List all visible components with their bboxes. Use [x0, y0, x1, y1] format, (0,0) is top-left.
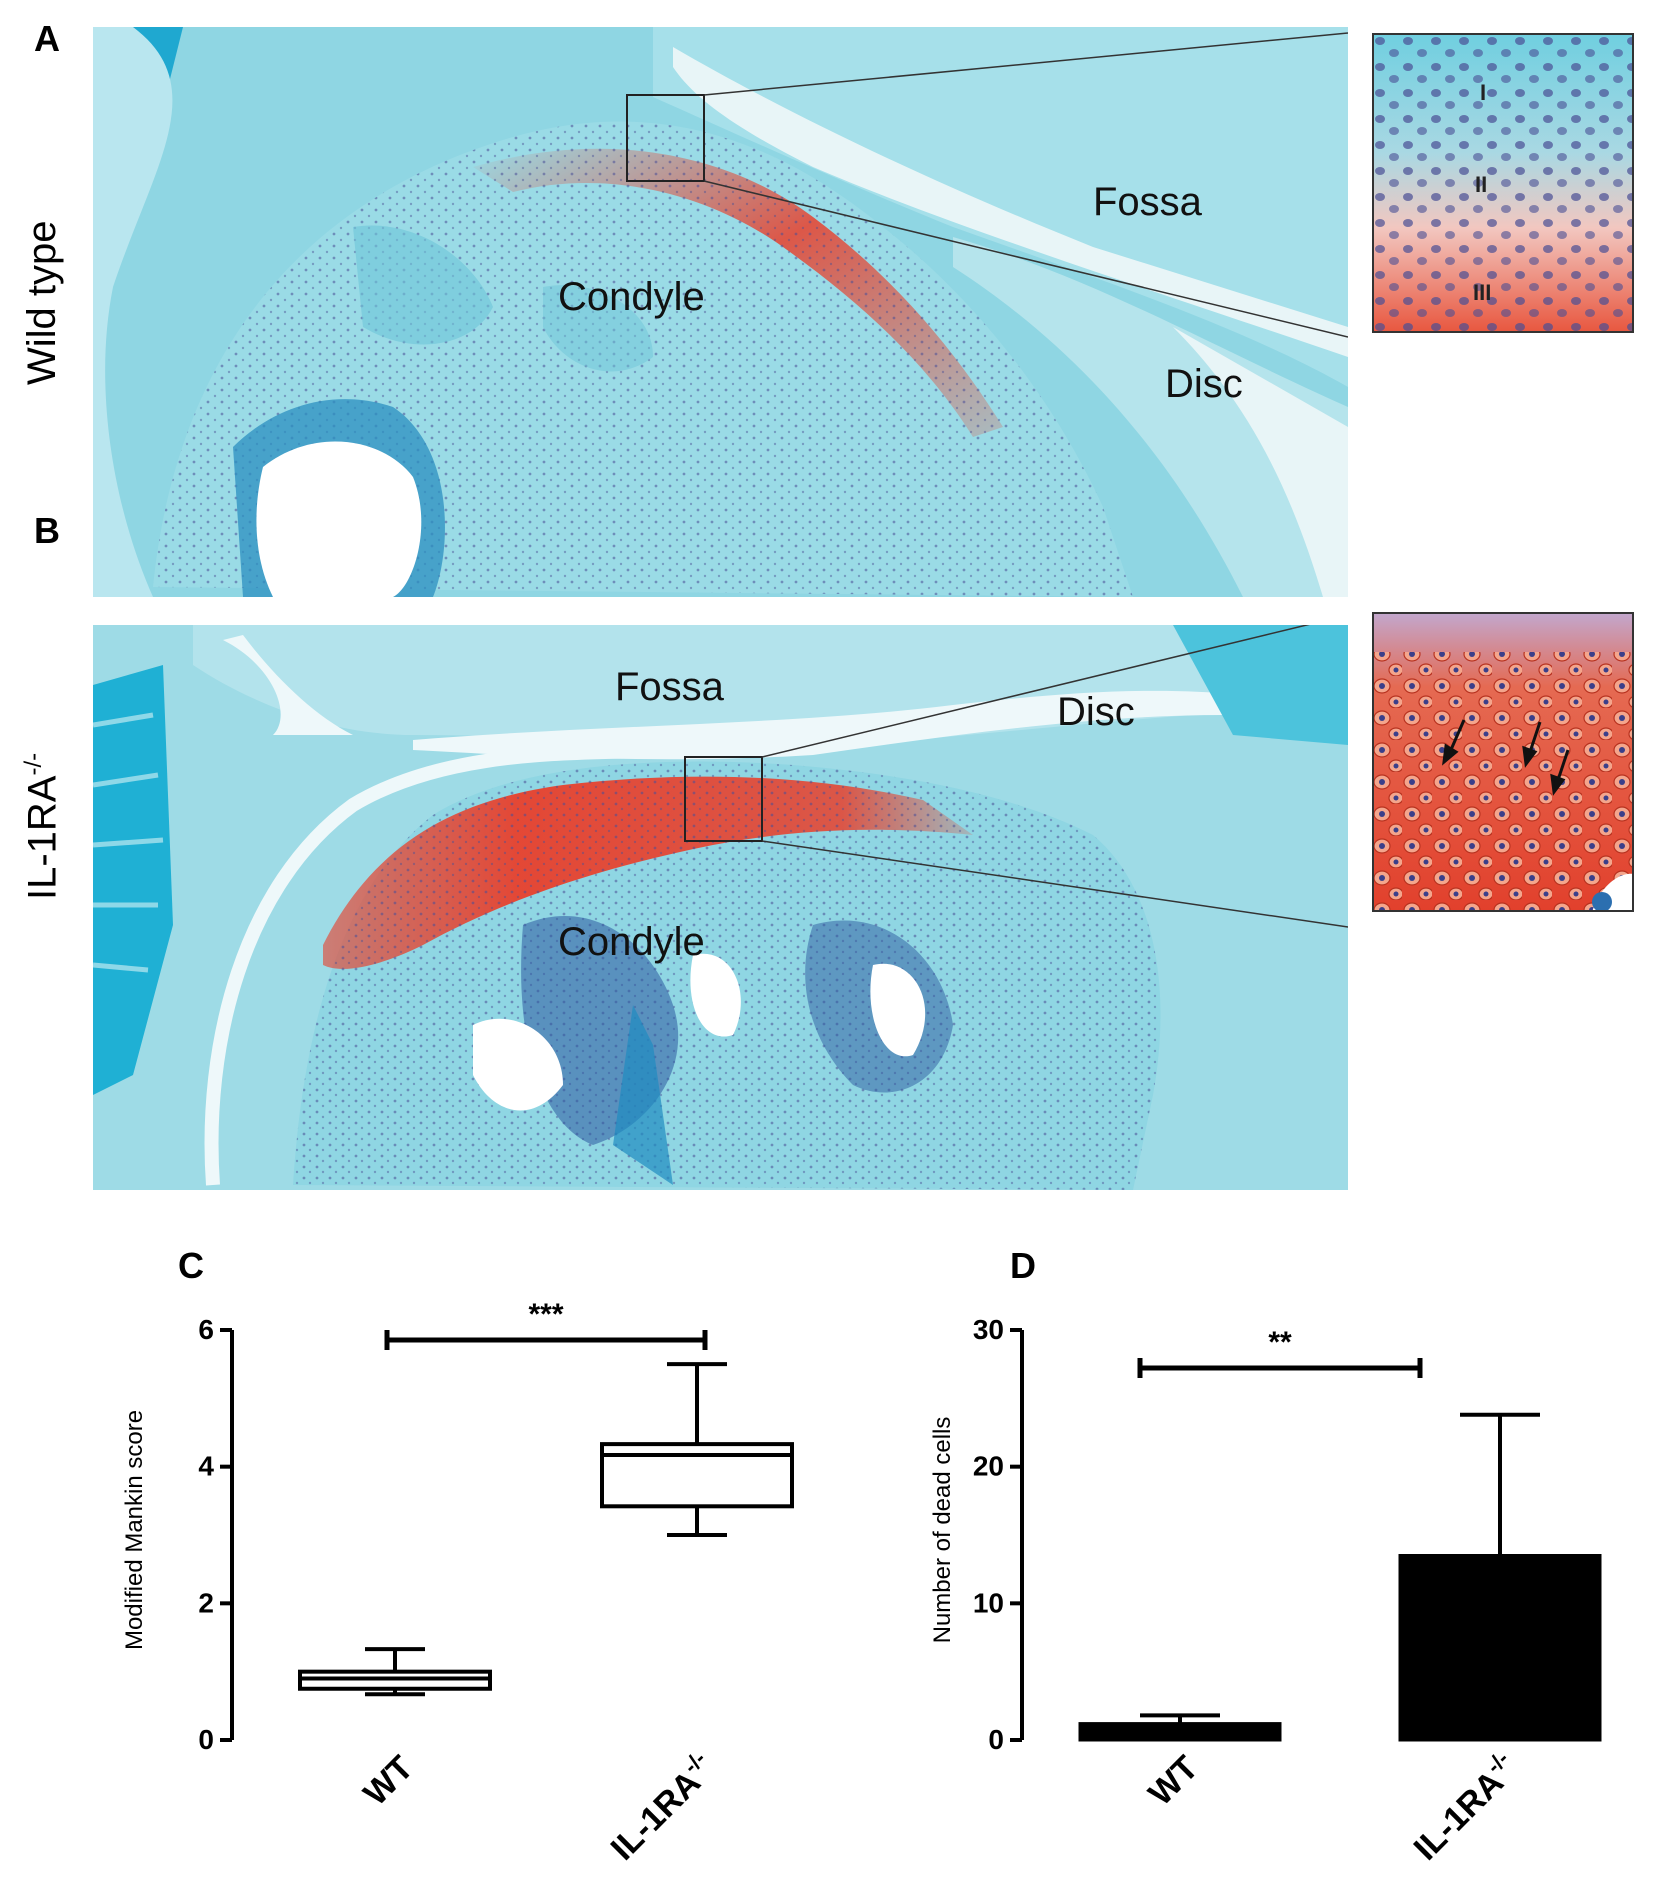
label-disc-b: Disc — [1057, 690, 1135, 734]
micrograph-wild-type — [93, 27, 1348, 597]
x-axis-labels: WT IL-1RA-/- — [356, 1746, 723, 1868]
chart-dead-cells: Number of dead cells 0 10 20 30 ** WT IL-1RA… — [929, 1314, 1602, 1868]
y-tick-label: 2 — [198, 1587, 214, 1618]
y-tick-label: 4 — [198, 1451, 214, 1482]
y-tick-label: 0 — [198, 1724, 214, 1755]
significance-bar: ** — [1137, 1326, 1423, 1378]
bars — [1078, 1412, 1602, 1742]
y-axis: 0 10 20 30 — [973, 1314, 1024, 1755]
row-label-il1ra-main: IL-1RA — [20, 775, 65, 901]
y-tick-label: 0 — [988, 1724, 1004, 1755]
label-fossa-b: Fossa — [615, 665, 724, 709]
y-tick-label: 20 — [973, 1451, 1004, 1482]
box-plots — [298, 1362, 794, 1697]
bar-il1ra — [1398, 1412, 1602, 1742]
label-condyle-b: Condyle — [558, 920, 705, 964]
x-axis-labels: WT IL-1RA-/- — [1141, 1746, 1526, 1868]
y-tick-label: 10 — [973, 1587, 1004, 1618]
micrograph-il1ra — [93, 625, 1348, 1190]
inset-il1ra — [1372, 612, 1634, 912]
box-il1ra — [600, 1362, 794, 1537]
x-tick-label: WT — [356, 1749, 420, 1813]
bar-wt — [1078, 1713, 1282, 1742]
x-tick-label-main: WT — [356, 1749, 420, 1813]
y-axis-label: Number of dead cells — [929, 1417, 956, 1644]
panel-letter-c: C — [178, 1245, 204, 1286]
inset-wild-type — [1372, 33, 1634, 333]
row-label-il1ra-sup: -/- — [20, 752, 47, 776]
panel-letter-b: B — [34, 510, 60, 551]
significance-bar: *** — [384, 1298, 708, 1350]
chart-mankin-score: Modified Mankin score 0 2 4 6 *** WT IL-1RA-… — [121, 1298, 794, 1868]
box-wt — [298, 1647, 492, 1697]
label-condyle-a: Condyle — [558, 275, 705, 319]
zone-label-iii: III — [1473, 280, 1492, 305]
bar-rect — [1398, 1554, 1602, 1742]
panel-letter-d: D — [1010, 1245, 1036, 1286]
y-axis: 0 2 4 6 — [198, 1314, 234, 1755]
x-tick-label-main: IL-1RA — [1407, 1763, 1511, 1867]
x-tick-label: IL-1RA-/- — [601, 1746, 723, 1868]
y-tick-label: 6 — [198, 1314, 214, 1345]
y-tick-label: 30 — [973, 1314, 1004, 1345]
zone-label-ii: II — [1475, 172, 1488, 197]
x-tick-label-main: WT — [1141, 1749, 1205, 1813]
row-label-wild-type: Wild type — [20, 220, 64, 386]
significance-stars: ** — [1268, 1326, 1292, 1359]
y-axis-label: Modified Mankin score — [121, 1410, 148, 1650]
x-tick-label: IL-1RA-/- — [1404, 1746, 1526, 1868]
x-tick-label-main: IL-1RA — [604, 1763, 708, 1867]
row-label-il1ra: IL-1RA-/- — [20, 753, 65, 900]
significance-stars: *** — [528, 1298, 563, 1331]
panel-letter-a: A — [34, 18, 60, 59]
bar-rect — [1078, 1722, 1282, 1742]
label-disc-a: Disc — [1165, 362, 1243, 406]
label-fossa-a: Fossa — [1093, 180, 1202, 224]
zone-label-i: I — [1480, 80, 1487, 105]
x-tick-label: WT — [1141, 1749, 1205, 1813]
